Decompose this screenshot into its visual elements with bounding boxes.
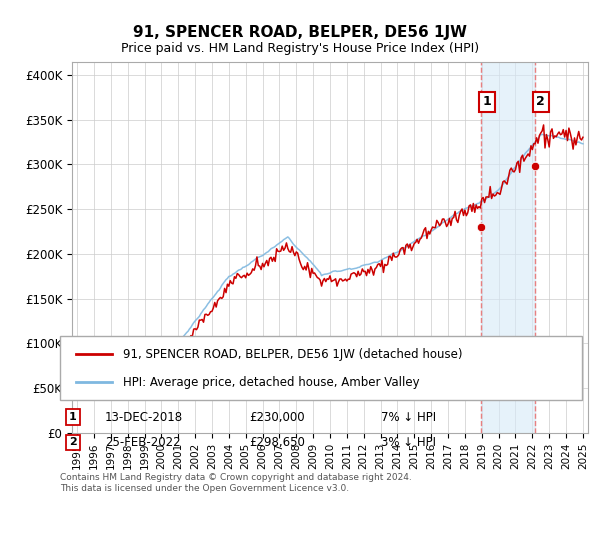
Text: 7% ↓ HPI: 7% ↓ HPI [381,410,436,424]
Text: 2: 2 [69,437,77,447]
Text: £230,000: £230,000 [249,410,305,424]
Text: 13-DEC-2018: 13-DEC-2018 [105,410,183,424]
Text: 3% ↓ HPI: 3% ↓ HPI [381,436,436,449]
FancyBboxPatch shape [60,336,582,400]
Bar [481,62,535,433]
Text: 1: 1 [482,95,491,108]
Text: 2: 2 [536,95,545,108]
Text: 91, SPENCER ROAD, BELPER, DE56 1JW (detached house): 91, SPENCER ROAD, BELPER, DE56 1JW (deta… [122,348,462,361]
Text: 1: 1 [69,412,77,422]
Text: Contains HM Land Registry data © Crown copyright and database right 2024.
This d: Contains HM Land Registry data © Crown c… [60,473,412,493]
Text: 25-FEB-2022: 25-FEB-2022 [105,436,181,449]
Text: HPI: Average price, detached house, Amber Valley: HPI: Average price, detached house, Ambe… [122,376,419,389]
Text: 91, SPENCER ROAD, BELPER, DE56 1JW: 91, SPENCER ROAD, BELPER, DE56 1JW [133,25,467,40]
Text: £298,650: £298,650 [249,436,305,449]
Text: Price paid vs. HM Land Registry's House Price Index (HPI): Price paid vs. HM Land Registry's House … [121,42,479,55]
